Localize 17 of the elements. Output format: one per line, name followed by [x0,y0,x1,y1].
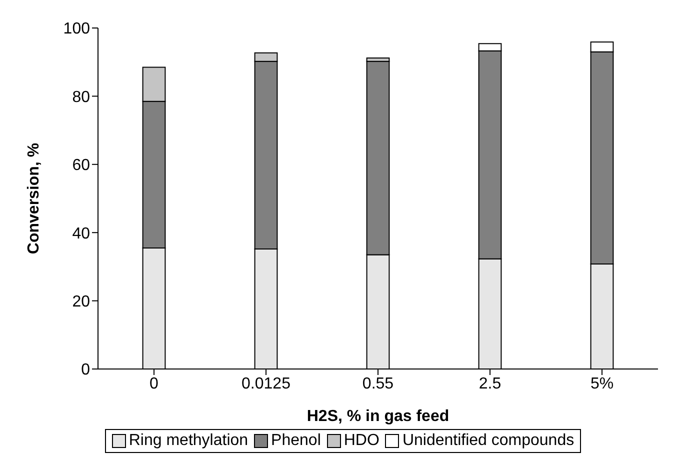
y-tick-label: 80 [72,88,90,106]
y-tick-label: 100 [63,20,90,38]
legend-label: Unidentified compounds [401,432,574,450]
x-tick-label: 5% [590,375,614,392]
y-tick-label: 60 [72,157,90,174]
x-axis-title: H2S, % in gas feed [306,408,450,425]
y-tick-label: 0 [81,362,90,379]
y-tick-label: 20 [72,293,90,310]
y-tick-label: 40 [72,225,90,242]
legend-label: Ring methylation [128,432,248,450]
x-tick-label: 0 [150,375,159,392]
x-tick-label: 0.55 [362,375,394,392]
y-axis-title: Conversion, % [26,142,43,254]
x-tick-label: 2.5 [478,375,502,392]
legend-label: Phenol [270,432,321,450]
x-tick-label: 0.0125 [242,375,291,392]
legend-label: HDO [342,432,380,450]
